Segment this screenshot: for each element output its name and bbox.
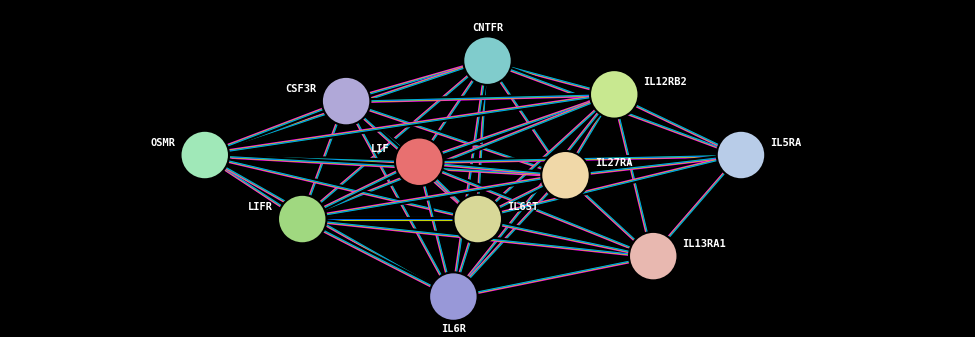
Ellipse shape xyxy=(395,137,444,186)
Text: LIF: LIF xyxy=(371,145,390,154)
Ellipse shape xyxy=(322,77,370,125)
Text: IL5RA: IL5RA xyxy=(770,138,801,148)
Text: IL6R: IL6R xyxy=(441,324,466,334)
Ellipse shape xyxy=(278,195,327,243)
Ellipse shape xyxy=(180,131,229,179)
Ellipse shape xyxy=(590,70,639,119)
Text: IL12RB2: IL12RB2 xyxy=(644,77,687,87)
Ellipse shape xyxy=(717,131,765,179)
Ellipse shape xyxy=(429,272,478,321)
Ellipse shape xyxy=(453,195,502,243)
Text: CNTFR: CNTFR xyxy=(472,23,503,33)
Text: IL13RA1: IL13RA1 xyxy=(682,239,726,249)
Ellipse shape xyxy=(629,232,678,280)
Ellipse shape xyxy=(463,36,512,85)
Text: OSMR: OSMR xyxy=(150,138,176,148)
Text: IL27RA: IL27RA xyxy=(595,158,632,168)
Text: CSF3R: CSF3R xyxy=(286,84,317,94)
Text: LIFR: LIFR xyxy=(248,202,273,212)
Ellipse shape xyxy=(541,151,590,200)
Text: IL6ST: IL6ST xyxy=(507,202,538,212)
